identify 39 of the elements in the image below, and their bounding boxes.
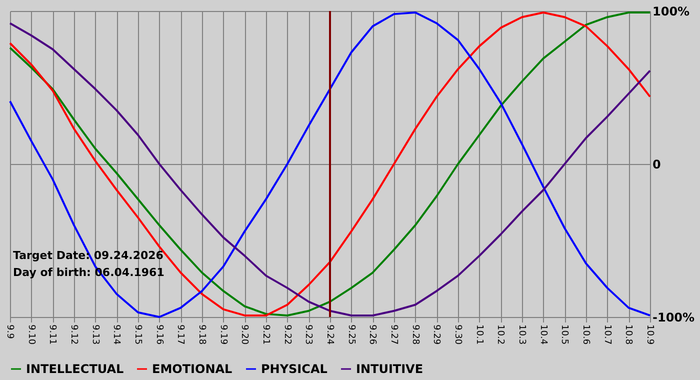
x-tick-label: 10.8 [623,324,634,345]
legend-label: INTELLECTUAL [26,362,124,376]
x-tick-label: 9.16 [154,324,164,345]
x-tick-label: 10.2 [495,324,506,345]
x-tick-label: 9.27 [388,324,398,345]
x-tick-label: 9.19 [218,324,228,345]
y-tick-label: -100% [652,310,695,324]
x-tick-label: 9.30 [452,324,462,345]
legend-label: PHYSICAL [261,362,328,376]
x-tick-label: 9.9 [4,324,14,340]
x-tick-label: 9.24 [324,324,334,345]
x-tick-label: 9.28 [410,324,420,345]
x-tick-label: 10.7 [602,324,612,345]
y-tick-label: 100% [652,4,690,18]
x-tick-label: 9.10 [26,324,36,345]
y-tick-label: 0 [652,158,661,172]
x-tick-label: 10.6 [580,324,590,345]
x-tick-label: 9.25 [346,324,356,345]
annotation: Target Date: 09.24.2026 [13,249,164,262]
x-tick-label: 10.3 [516,324,526,345]
x-tick-label: 10.1 [474,324,484,345]
x-tick-label: 9.12 [68,324,78,345]
x-tick-label: 10.4 [538,324,548,345]
x-tick-label: 9.17 [175,324,186,345]
x-tick-label: 9.21 [260,324,270,345]
x-tick-label: 9.15 [132,324,142,345]
legend-label: INTUITIVE [356,362,424,376]
x-tick-label: 9.18 [196,324,206,345]
legend-label: EMOTIONAL [152,362,233,376]
x-tick-label: 9.22 [282,324,292,345]
x-tick-label: 10.9 [644,324,654,345]
x-tick-label: 10.5 [559,324,570,345]
x-tick-label: 9.29 [431,324,442,345]
x-tick-label: 9.13 [90,324,100,345]
x-tick-label: 9.20 [239,324,250,345]
x-tick-label: 9.26 [367,324,378,345]
x-tick-label: 9.11 [47,324,58,345]
x-tick-label: 9.14 [111,324,122,345]
x-tick-label: 9.23 [303,324,314,345]
